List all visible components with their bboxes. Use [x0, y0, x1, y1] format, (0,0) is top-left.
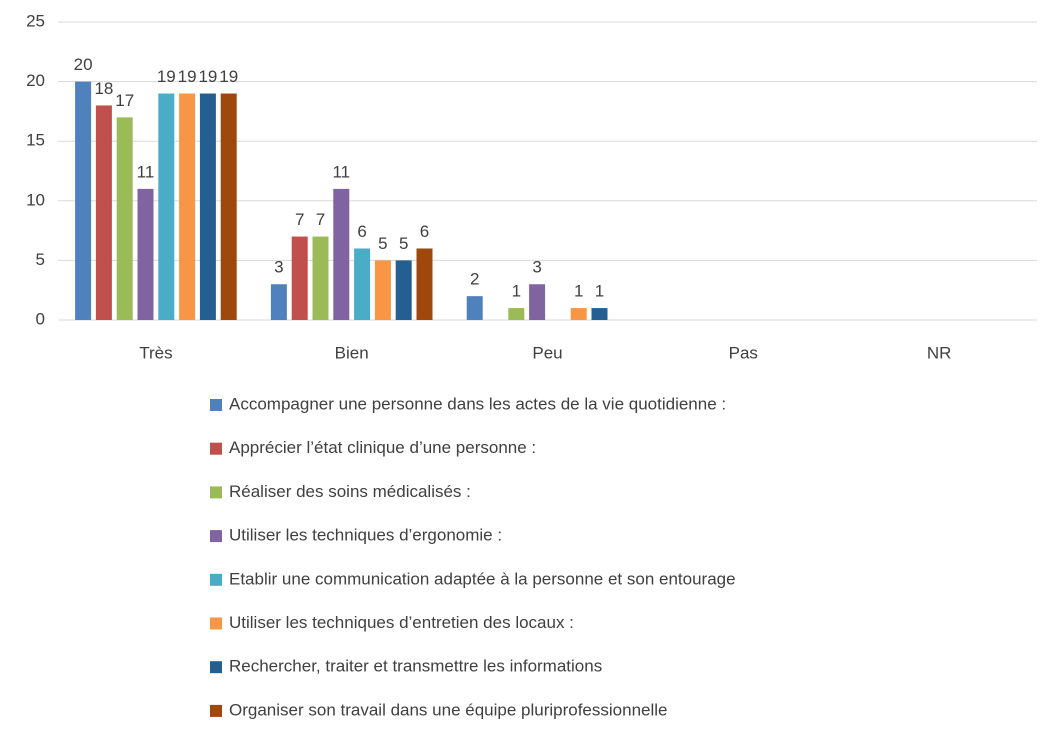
x-tick-label: Bien [335, 343, 369, 362]
x-tick-label: NR [927, 343, 952, 362]
bar [570, 308, 587, 320]
y-tick-label: 25 [26, 11, 45, 30]
y-tick-label: 0 [36, 309, 45, 328]
data-label: 1 [595, 282, 604, 301]
y-tick-label: 10 [26, 190, 45, 209]
legend-swatch [210, 486, 222, 499]
bar [529, 284, 546, 320]
data-label: 19 [198, 67, 217, 86]
data-label: 1 [512, 282, 521, 301]
data-label: 3 [274, 258, 283, 277]
data-label: 3 [532, 258, 541, 277]
bar [270, 284, 287, 320]
legend-swatch [210, 704, 222, 717]
legend-swatch [210, 442, 222, 455]
legend-label: Rechercher, traiter et transmettre les i… [229, 657, 602, 676]
bar [374, 260, 391, 320]
y-tick-label: 5 [36, 250, 45, 269]
data-label: 11 [137, 162, 155, 181]
x-tick-label: Pas [729, 343, 758, 362]
legend-label: Apprécier l’état clinique d’une personne… [229, 438, 536, 457]
data-label: 20 [74, 55, 93, 74]
bar [416, 248, 433, 320]
data-label: 7 [295, 210, 304, 229]
x-tick-label: Très [139, 343, 172, 362]
bar [354, 248, 371, 320]
legend-swatch [210, 661, 222, 674]
legend-label: Etablir une communication adaptée à la p… [229, 569, 736, 588]
bar [137, 188, 154, 320]
bar [312, 236, 329, 320]
data-label: 19 [219, 67, 238, 86]
bar [508, 308, 525, 320]
bar [116, 117, 133, 320]
data-label: 17 [115, 91, 134, 110]
data-label: 1 [574, 282, 583, 301]
data-label: 5 [378, 234, 387, 253]
data-label: 6 [357, 222, 366, 241]
data-label: 7 [316, 210, 325, 229]
legend-swatch [210, 399, 222, 411]
data-label: 19 [178, 67, 197, 86]
data-label: 5 [399, 234, 408, 253]
bar [95, 105, 112, 320]
data-label: 18 [94, 79, 113, 98]
x-tick-label: Peu [532, 343, 562, 362]
bar [333, 188, 350, 320]
legend-swatch [210, 573, 222, 586]
legend-swatch [210, 530, 222, 543]
bar [291, 236, 308, 320]
legend-label: Utiliser les techniques d’entretien des … [229, 613, 574, 632]
legend-label: Accompagner une personne dans les actes … [229, 394, 726, 413]
data-label: 19 [157, 67, 176, 86]
legend-label: Utiliser les techniques d’ergonomie : [229, 526, 502, 545]
bar [591, 308, 608, 320]
bar [75, 81, 92, 320]
legend-swatch [210, 617, 222, 630]
legend-label: Réaliser des soins médicalisés : [229, 482, 471, 501]
bar [220, 93, 237, 321]
bar [158, 93, 175, 321]
bar [466, 296, 483, 320]
y-tick-label: 15 [26, 131, 45, 150]
data-label: 2 [470, 270, 479, 289]
data-label: 11 [332, 162, 350, 181]
bar [179, 93, 196, 321]
bar [199, 93, 216, 321]
y-tick-label: 20 [26, 71, 45, 90]
legend-label: Organiser son travail dans une équipe pl… [229, 700, 668, 719]
data-label: 6 [420, 222, 429, 241]
bar [395, 260, 412, 320]
